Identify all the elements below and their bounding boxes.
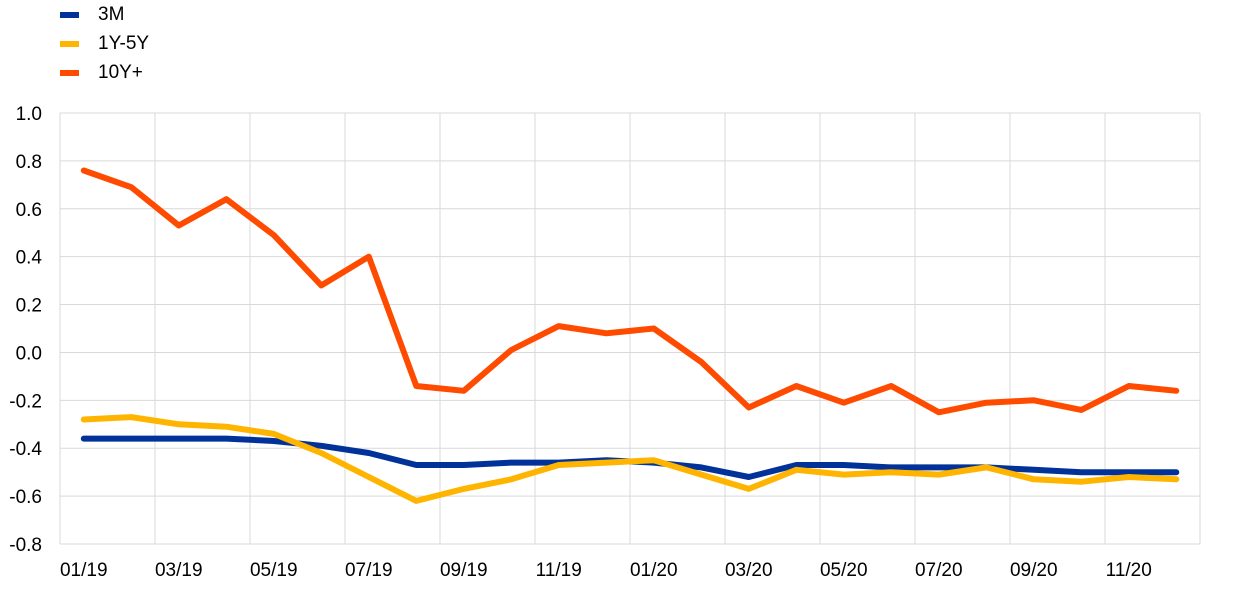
- y-tick-label: 0.0: [16, 343, 42, 364]
- series-line-1y-5y: [80, 414, 1180, 504]
- x-tick-label: 05/19: [250, 560, 298, 581]
- legend-swatch: [60, 11, 79, 18]
- legend-item-3m: 3M: [60, 0, 149, 29]
- legend: 3M 1Y-5Y 10Y+: [60, 0, 149, 87]
- y-tick-label: 0.6: [16, 200, 42, 221]
- y-tick-label: -0.2: [9, 391, 42, 412]
- x-tick-label: 09/19: [440, 560, 488, 581]
- y-tick-label: 0.2: [16, 296, 42, 317]
- legend-item-10y-plus: 10Y+: [60, 58, 149, 87]
- x-tick-label: 01/19: [60, 560, 108, 581]
- x-tick-label: 03/19: [155, 560, 203, 581]
- grid: [59, 112, 1201, 545]
- x-tick-label: 11/19: [536, 560, 582, 581]
- y-tick-label: -0.6: [9, 487, 42, 508]
- y-tick-label: 1.0: [16, 104, 42, 125]
- x-tick-label: 07/20: [915, 560, 963, 581]
- x-tick-label: 03/20: [725, 560, 773, 581]
- x-tick-label: 11/20: [1106, 560, 1152, 581]
- y-tick-label: -0.4: [9, 439, 42, 460]
- x-tick-label: 05/20: [820, 560, 868, 581]
- series-line-10y: [80, 167, 1180, 416]
- legend-item-1y-5y: 1Y-5Y: [60, 29, 149, 58]
- y-axis: 1.0 0.8 0.6 0.4 0.2 0.0 -0.2 -0.4 -0.6 -0.8: [9, 104, 42, 556]
- legend-label: 10Y+: [98, 61, 143, 83]
- x-tick-label: 01/20: [630, 560, 678, 581]
- y-tick-label: 0.8: [16, 152, 42, 173]
- legend-label: 3M: [98, 3, 125, 25]
- legend-swatch: [60, 69, 79, 76]
- series-lines: [80, 167, 1180, 504]
- legend-swatch: [60, 40, 79, 47]
- x-axis: 01/19 03/19 05/19 07/19 09/19 11/19 01/20 03/20…: [60, 560, 1152, 581]
- y-tick-label: -0.8: [9, 535, 42, 556]
- y-tick-label: 0.4: [16, 248, 43, 269]
- x-tick-label: 07/19: [345, 560, 393, 581]
- legend-label: 1Y-5Y: [98, 32, 150, 54]
- x-tick-label: 09/20: [1010, 560, 1058, 581]
